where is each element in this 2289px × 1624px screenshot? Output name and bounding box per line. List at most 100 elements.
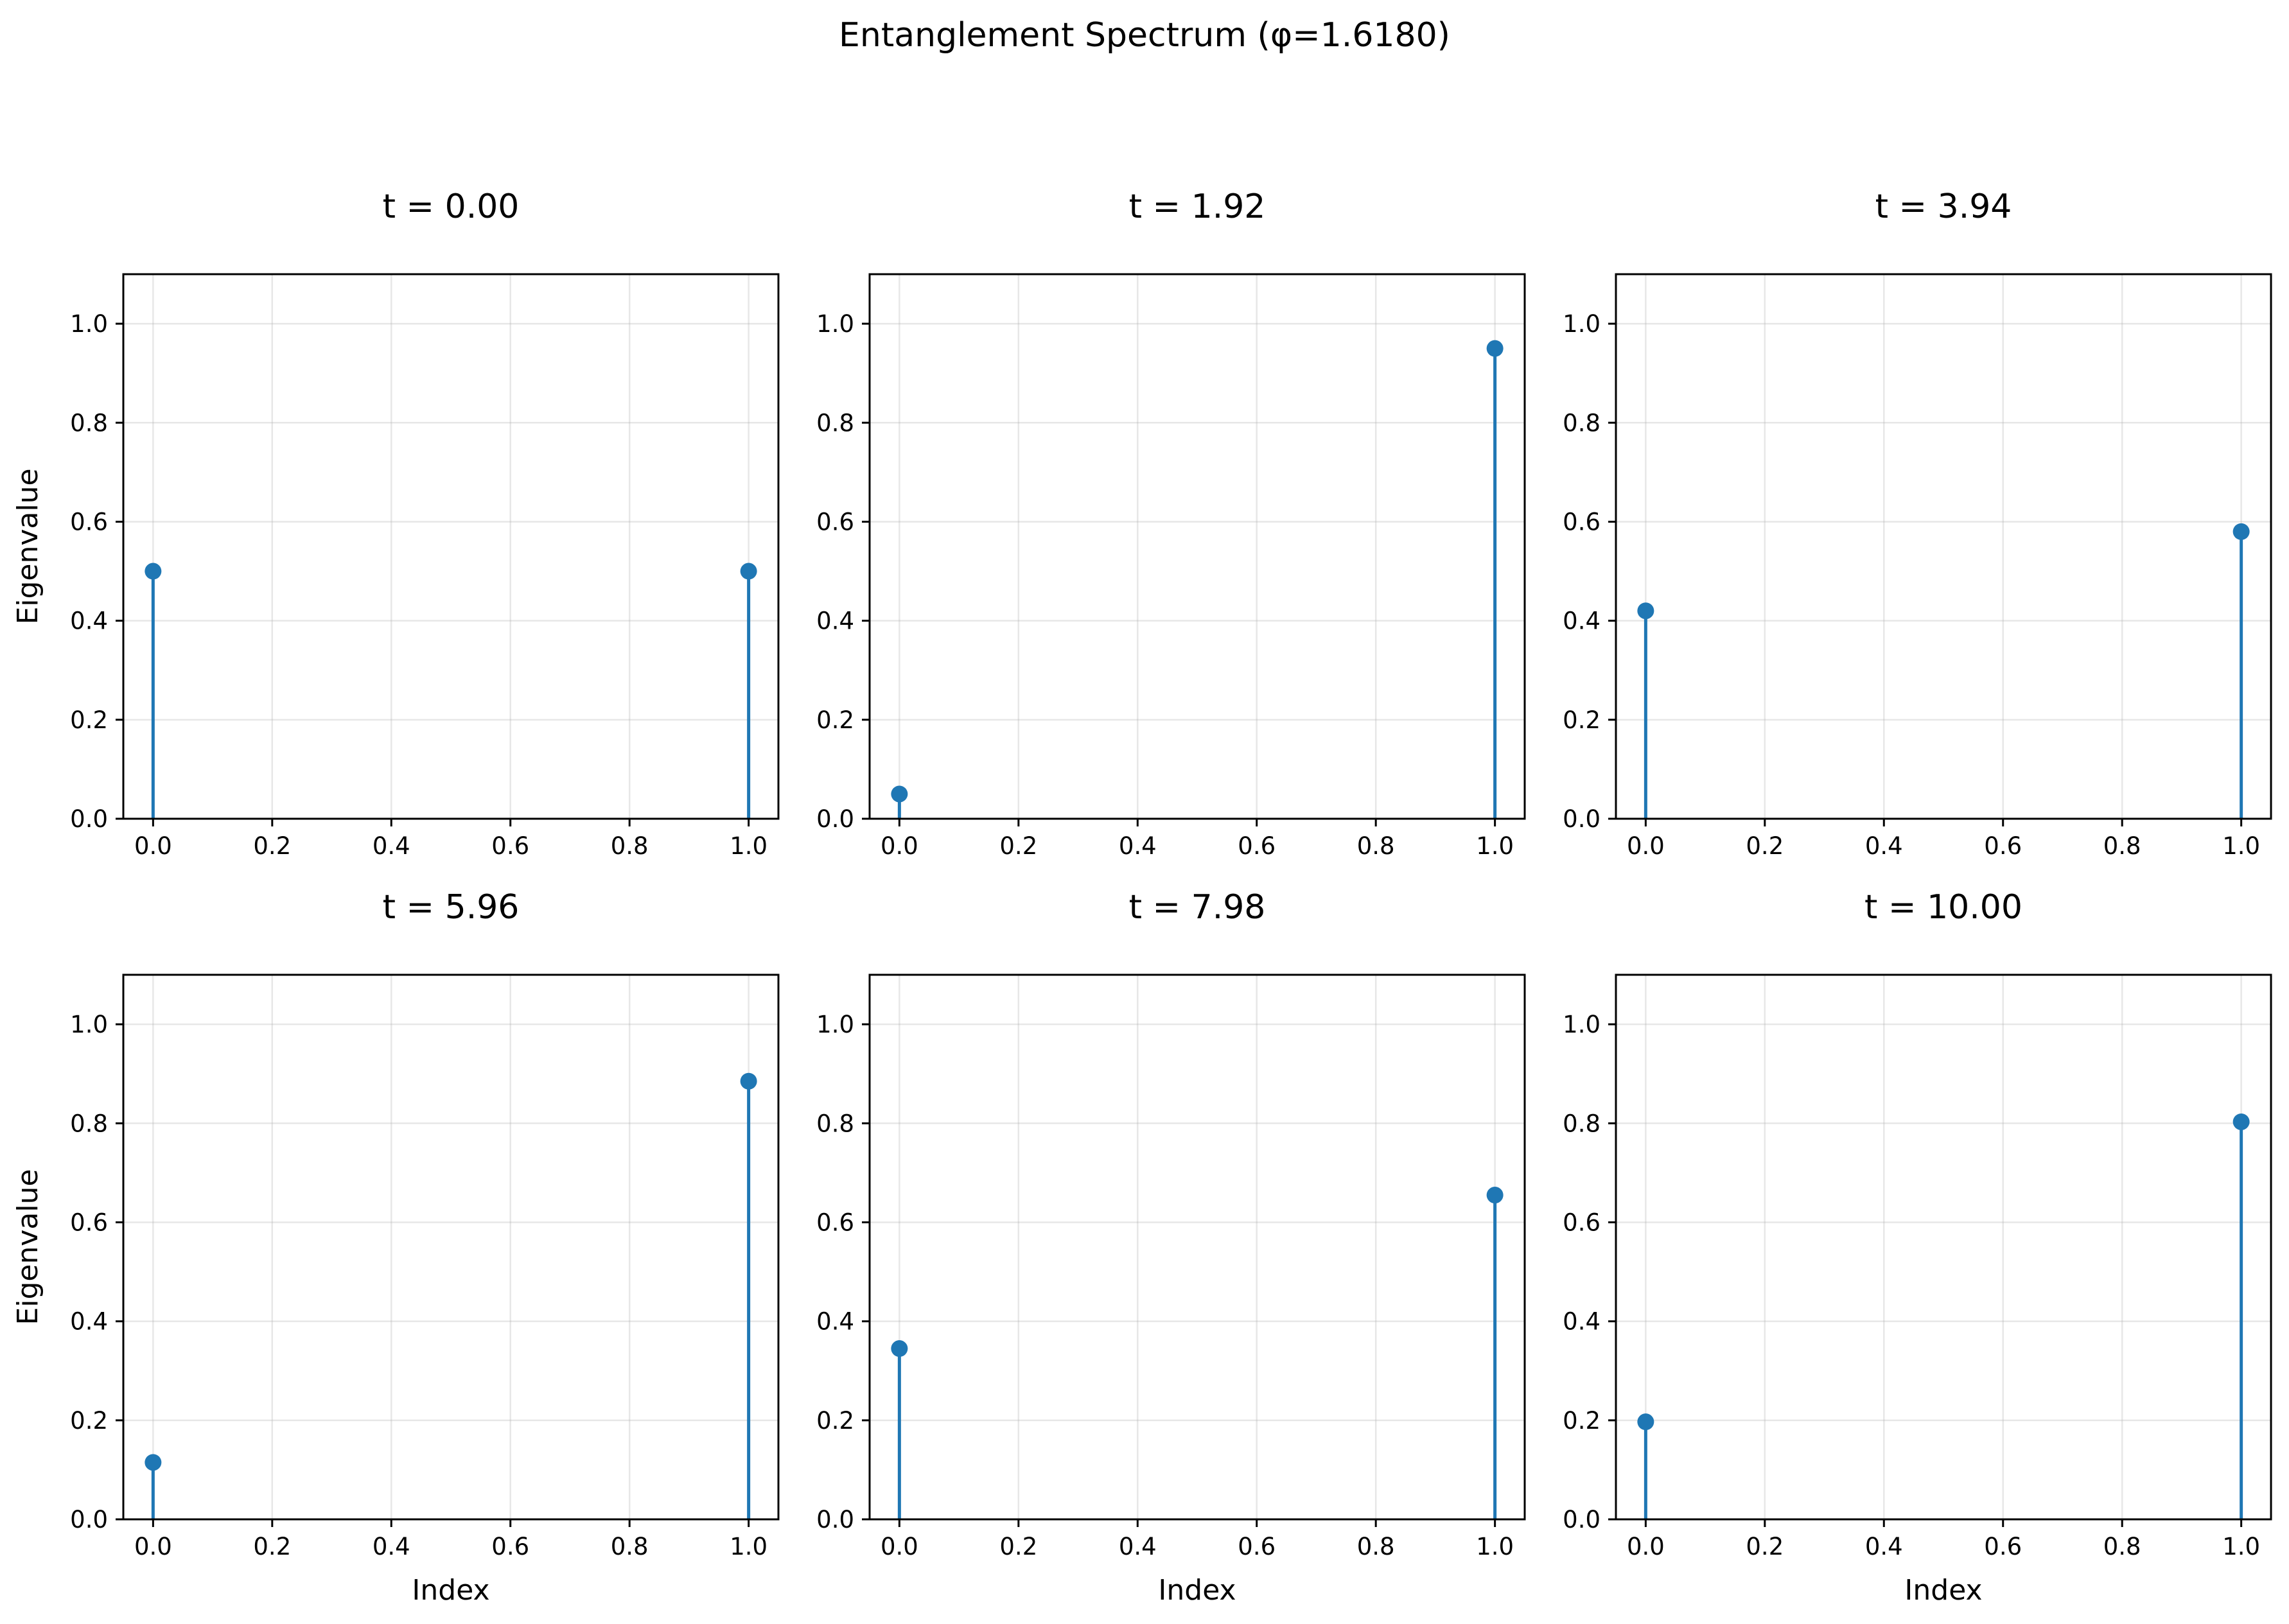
- subplot-title: t = 1.92: [1129, 188, 1266, 226]
- x-tick-label: 1.0: [1476, 1533, 1514, 1560]
- y-tick-label: 0.6: [816, 508, 854, 536]
- x-tick-label: 1.0: [1476, 832, 1514, 860]
- y-tick-label: 0.4: [816, 1308, 854, 1336]
- y-tick-label: 0.0: [70, 1506, 108, 1533]
- y-tick-label: 0.6: [70, 508, 108, 536]
- x-tick-label: 0.8: [611, 1533, 649, 1560]
- y-tick-label: 0.6: [816, 1209, 854, 1236]
- x-axis-label: Index: [1904, 1574, 1982, 1607]
- stem-marker-0: [891, 1340, 908, 1358]
- y-tick-label: 0.8: [70, 1110, 108, 1137]
- subplot-title: t = 3.94: [1875, 188, 2012, 226]
- y-tick-label: 0.4: [70, 607, 108, 635]
- y-tick-label: 1.0: [816, 1011, 854, 1038]
- x-tick-label: 0.2: [253, 1533, 291, 1560]
- y-tick-label: 0.4: [816, 607, 854, 635]
- y-tick-label: 0.2: [70, 706, 108, 734]
- x-tick-label: 0.6: [1984, 1533, 2022, 1560]
- x-tick-label: 0.2: [999, 832, 1037, 860]
- x-tick-label: 0.8: [2103, 832, 2141, 860]
- y-tick-label: 0.8: [1563, 409, 1601, 437]
- x-tick-label: 0.8: [2103, 1533, 2141, 1560]
- y-tick-label: 0.6: [70, 1209, 108, 1236]
- y-axis-label: Eigenvalue: [12, 1169, 44, 1325]
- y-tick-label: 0.0: [816, 1506, 854, 1533]
- axes-frame: [122, 273, 780, 820]
- x-tick-label: 0.2: [253, 832, 291, 860]
- subplot-title: t = 5.96: [383, 888, 520, 927]
- subplot-2: t = 1.92 0.0 0.2 0.4 0.6 0.8 1.0 0.0 0.2 0.4 0.6 0.…: [816, 188, 1526, 860]
- x-tick-label: 0.6: [1984, 832, 2022, 860]
- axes-frame: [1615, 974, 2272, 1521]
- axes-frame: [868, 273, 1526, 820]
- figure-suptitle: Entanglement Spectrum (φ=1.6180): [839, 16, 1450, 55]
- y-tick-label: 0.0: [1563, 1506, 1601, 1533]
- x-tick-label: 0.0: [881, 1533, 918, 1560]
- stem-marker-1: [740, 1072, 757, 1090]
- x-tick-label: 0.2: [1746, 1533, 1784, 1560]
- y-tick-label: 0.0: [816, 805, 854, 833]
- y-axis-label: Eigenvalue: [12, 468, 44, 624]
- subplot-title: t = 7.98: [1129, 888, 1266, 927]
- x-tick-label: 0.4: [373, 1533, 410, 1560]
- y-tick-label: 0.2: [816, 1407, 854, 1435]
- y-tick-label: 0.2: [1563, 1407, 1601, 1435]
- x-tick-label: 0.2: [1746, 832, 1784, 860]
- subplot-title: t = 10.00: [1864, 888, 2022, 927]
- x-tick-label: 0.8: [1357, 1533, 1395, 1560]
- stem-marker-0: [1637, 602, 1654, 620]
- axes-frame: [868, 974, 1526, 1521]
- x-tick-label: 0.0: [1627, 1533, 1665, 1560]
- y-tick-label: 0.8: [70, 409, 108, 437]
- subplot-title: t = 0.00: [383, 188, 520, 226]
- y-tick-label: 0.4: [1563, 1308, 1601, 1336]
- y-tick-label: 1.0: [1563, 1011, 1601, 1038]
- y-tick-label: 1.0: [816, 310, 854, 338]
- stem-marker-0: [145, 1454, 162, 1471]
- subplot-grid: t = 0.00 0.0 0.2 0.4 0.6 0.8 1.0 0.0 0.2 0.4 0.6 0.…: [12, 188, 2272, 1607]
- axes-frame: [122, 974, 780, 1521]
- stem-marker-1: [2232, 1113, 2250, 1130]
- stem-marker-0: [891, 785, 908, 803]
- y-tick-label: 0.8: [816, 409, 854, 437]
- y-tick-label: 0.0: [1563, 805, 1601, 833]
- y-tick-label: 0.6: [1563, 1209, 1601, 1236]
- y-tick-label: 1.0: [70, 1011, 108, 1038]
- x-tick-label: 0.8: [611, 832, 649, 860]
- y-tick-label: 0.2: [816, 706, 854, 734]
- x-tick-label: 0.4: [1865, 832, 1903, 860]
- subplot-1: t = 0.00 0.0 0.2 0.4 0.6 0.8 1.0 0.0 0.2 0.4 0.6 0.…: [12, 188, 780, 860]
- x-tick-label: 0.4: [1119, 832, 1157, 860]
- y-tick-label: 0.8: [816, 1110, 854, 1137]
- x-tick-label: 1.0: [730, 1533, 767, 1560]
- y-tick-label: 0.6: [1563, 508, 1601, 536]
- y-tick-label: 1.0: [1563, 310, 1601, 338]
- x-tick-label: 0.8: [1357, 832, 1395, 860]
- x-tick-label: 1.0: [730, 832, 767, 860]
- y-tick-label: 0.2: [1563, 706, 1601, 734]
- y-tick-label: 0.0: [70, 805, 108, 833]
- x-tick-label: 0.6: [1238, 832, 1276, 860]
- x-tick-label: 0.6: [491, 1533, 529, 1560]
- y-tick-label: 0.4: [70, 1308, 108, 1336]
- x-tick-label: 0.2: [999, 1533, 1037, 1560]
- subplot-4: t = 5.96 0.0 0.2 0.4 0.6 0.8 1.0 0.0 0.2 0.4 0.6 0.…: [12, 888, 780, 1607]
- x-tick-label: 0.4: [373, 832, 410, 860]
- x-tick-label: 0.4: [1119, 1533, 1157, 1560]
- x-tick-label: 0.0: [134, 1533, 172, 1560]
- x-tick-label: 0.4: [1865, 1533, 1903, 1560]
- y-tick-label: 0.8: [1563, 1110, 1601, 1137]
- x-tick-label: 0.0: [881, 832, 918, 860]
- x-axis-label: Index: [412, 1574, 489, 1607]
- stem-marker-1: [1486, 1187, 1504, 1204]
- subplot-3: t = 3.94 0.0 0.2 0.4 0.6 0.8 1.0 0.0 0.2 0.4 0.6 0.…: [1563, 188, 2272, 860]
- axes-frame: [1615, 273, 2272, 820]
- x-tick-label: 1.0: [2222, 1533, 2260, 1560]
- stem-marker-1: [1486, 340, 1504, 357]
- subplot-6: t = 10.00 0.0 0.2 0.4 0.6 0.8 1.0 0.0 0.2 0.4 0.6 0…: [1563, 888, 2272, 1607]
- y-tick-label: 0.2: [70, 1407, 108, 1435]
- x-tick-label: 0.0: [1627, 832, 1665, 860]
- x-tick-label: 0.6: [1238, 1533, 1276, 1560]
- stem-marker-1: [740, 563, 757, 580]
